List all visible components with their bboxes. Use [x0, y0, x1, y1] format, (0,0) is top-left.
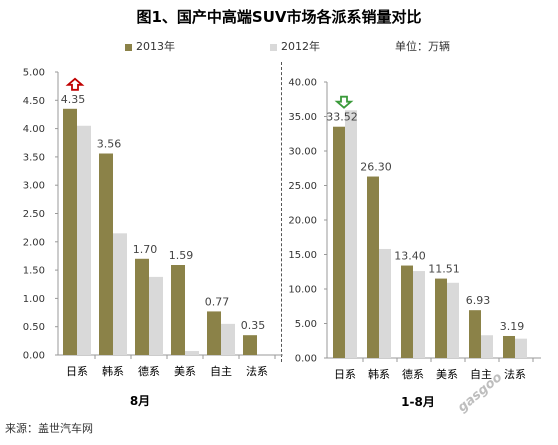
unit-label: 单位：万辆 — [395, 40, 450, 53]
y-tick-label: 1.50 — [23, 266, 45, 277]
source-note: 来源：盖世汽车网 — [5, 422, 93, 435]
bar-2013 — [207, 311, 221, 355]
bar-2013 — [333, 126, 345, 358]
bar-2012 — [515, 338, 527, 358]
data-label: 6.93 — [466, 294, 491, 307]
bar-2012 — [185, 351, 199, 355]
chart-title: 图1、国产中高端SUV市场各派系销量对比 — [136, 8, 422, 26]
bar-2013 — [367, 176, 379, 358]
category-label: 法系 — [504, 367, 526, 381]
y-tick-label: 5.00 — [295, 319, 317, 330]
y-tick-label: 5.00 — [23, 68, 45, 79]
y-tick-label: 2.00 — [23, 237, 45, 248]
data-label: 3.56 — [97, 138, 122, 151]
bar-2013 — [135, 258, 149, 355]
category-label: 韩系 — [368, 367, 390, 381]
legend-swatch-2012 — [270, 43, 277, 51]
bar-2012 — [345, 110, 357, 358]
legend-swatch-2013 — [125, 43, 132, 51]
category-label: 法系 — [246, 364, 268, 378]
category-label: 日系 — [66, 365, 88, 378]
y-tick-label: 0.00 — [295, 354, 317, 365]
bar-2013 — [99, 153, 113, 355]
bar-2013 — [243, 335, 257, 355]
bar-2013 — [63, 108, 77, 355]
bar-2013 — [171, 265, 185, 355]
y-tick-label: 0.00 — [23, 351, 45, 362]
data-label: 0.35 — [241, 319, 266, 332]
y-tick-label: 4.00 — [23, 124, 45, 135]
data-label: 1.70 — [133, 243, 158, 256]
bar-2012 — [77, 125, 91, 356]
legend-label-2013: 2013年 — [136, 40, 175, 53]
panel-divider — [281, 62, 282, 362]
y-tick-label: 3.00 — [23, 181, 45, 192]
y-tick-label: 4.50 — [23, 96, 45, 107]
bar-2012 — [149, 276, 163, 355]
category-label: 自主 — [210, 365, 232, 378]
bar-2013 — [469, 310, 481, 358]
data-label: 13.40 — [394, 250, 426, 263]
legend-item-2013: 2013年 — [125, 38, 175, 54]
bar-2012 — [481, 335, 493, 358]
arrow-up-icon — [65, 77, 85, 91]
legend-label-2012: 2012年 — [281, 40, 320, 53]
category-label: 德系 — [402, 367, 424, 381]
y-tick-label: 15.00 — [288, 250, 317, 261]
category-label: 日系 — [334, 368, 356, 381]
category-label: 美系 — [436, 368, 458, 381]
y-tick-label: 0.50 — [23, 322, 45, 333]
data-label: 4.35 — [61, 93, 86, 106]
panel-label-ytd: 1-8月 — [401, 395, 435, 409]
data-label: 0.77 — [205, 295, 230, 308]
panel-label-month: 8月 — [129, 394, 151, 408]
y-tick-label: 1.00 — [23, 294, 45, 305]
category-label: 韩系 — [102, 364, 124, 378]
legend-item-2012: 2012年 — [270, 38, 320, 54]
y-tick-label: 25.00 — [288, 181, 317, 192]
arrow-down-icon — [334, 95, 354, 109]
bar-2012 — [413, 271, 425, 358]
bar-2012 — [379, 248, 391, 358]
y-tick-label: 20.00 — [288, 216, 317, 227]
y-tick-label: 35.00 — [288, 112, 317, 123]
y-tick-label: 40.00 — [288, 78, 317, 89]
data-label: 1.59 — [169, 249, 194, 262]
data-label: 26.30 — [360, 161, 392, 174]
bar-2013 — [435, 278, 447, 358]
data-label: 33.52 — [326, 111, 358, 124]
bar-2012 — [113, 233, 127, 355]
category-label: 自主 — [470, 368, 492, 381]
y-tick-label: 30.00 — [288, 147, 317, 158]
category-label: 美系 — [174, 365, 196, 378]
y-tick-label: 3.50 — [23, 152, 45, 163]
bar-2013 — [503, 335, 515, 358]
bar-2012 — [221, 323, 235, 355]
bar-2012 — [447, 282, 459, 358]
category-label: 德系 — [138, 364, 160, 378]
y-tick-label: 10.00 — [288, 285, 317, 296]
data-label: 3.19 — [500, 320, 525, 333]
data-label: 11.51 — [428, 263, 460, 276]
y-tick-label: 2.50 — [23, 209, 45, 220]
bar-2013 — [401, 265, 413, 358]
